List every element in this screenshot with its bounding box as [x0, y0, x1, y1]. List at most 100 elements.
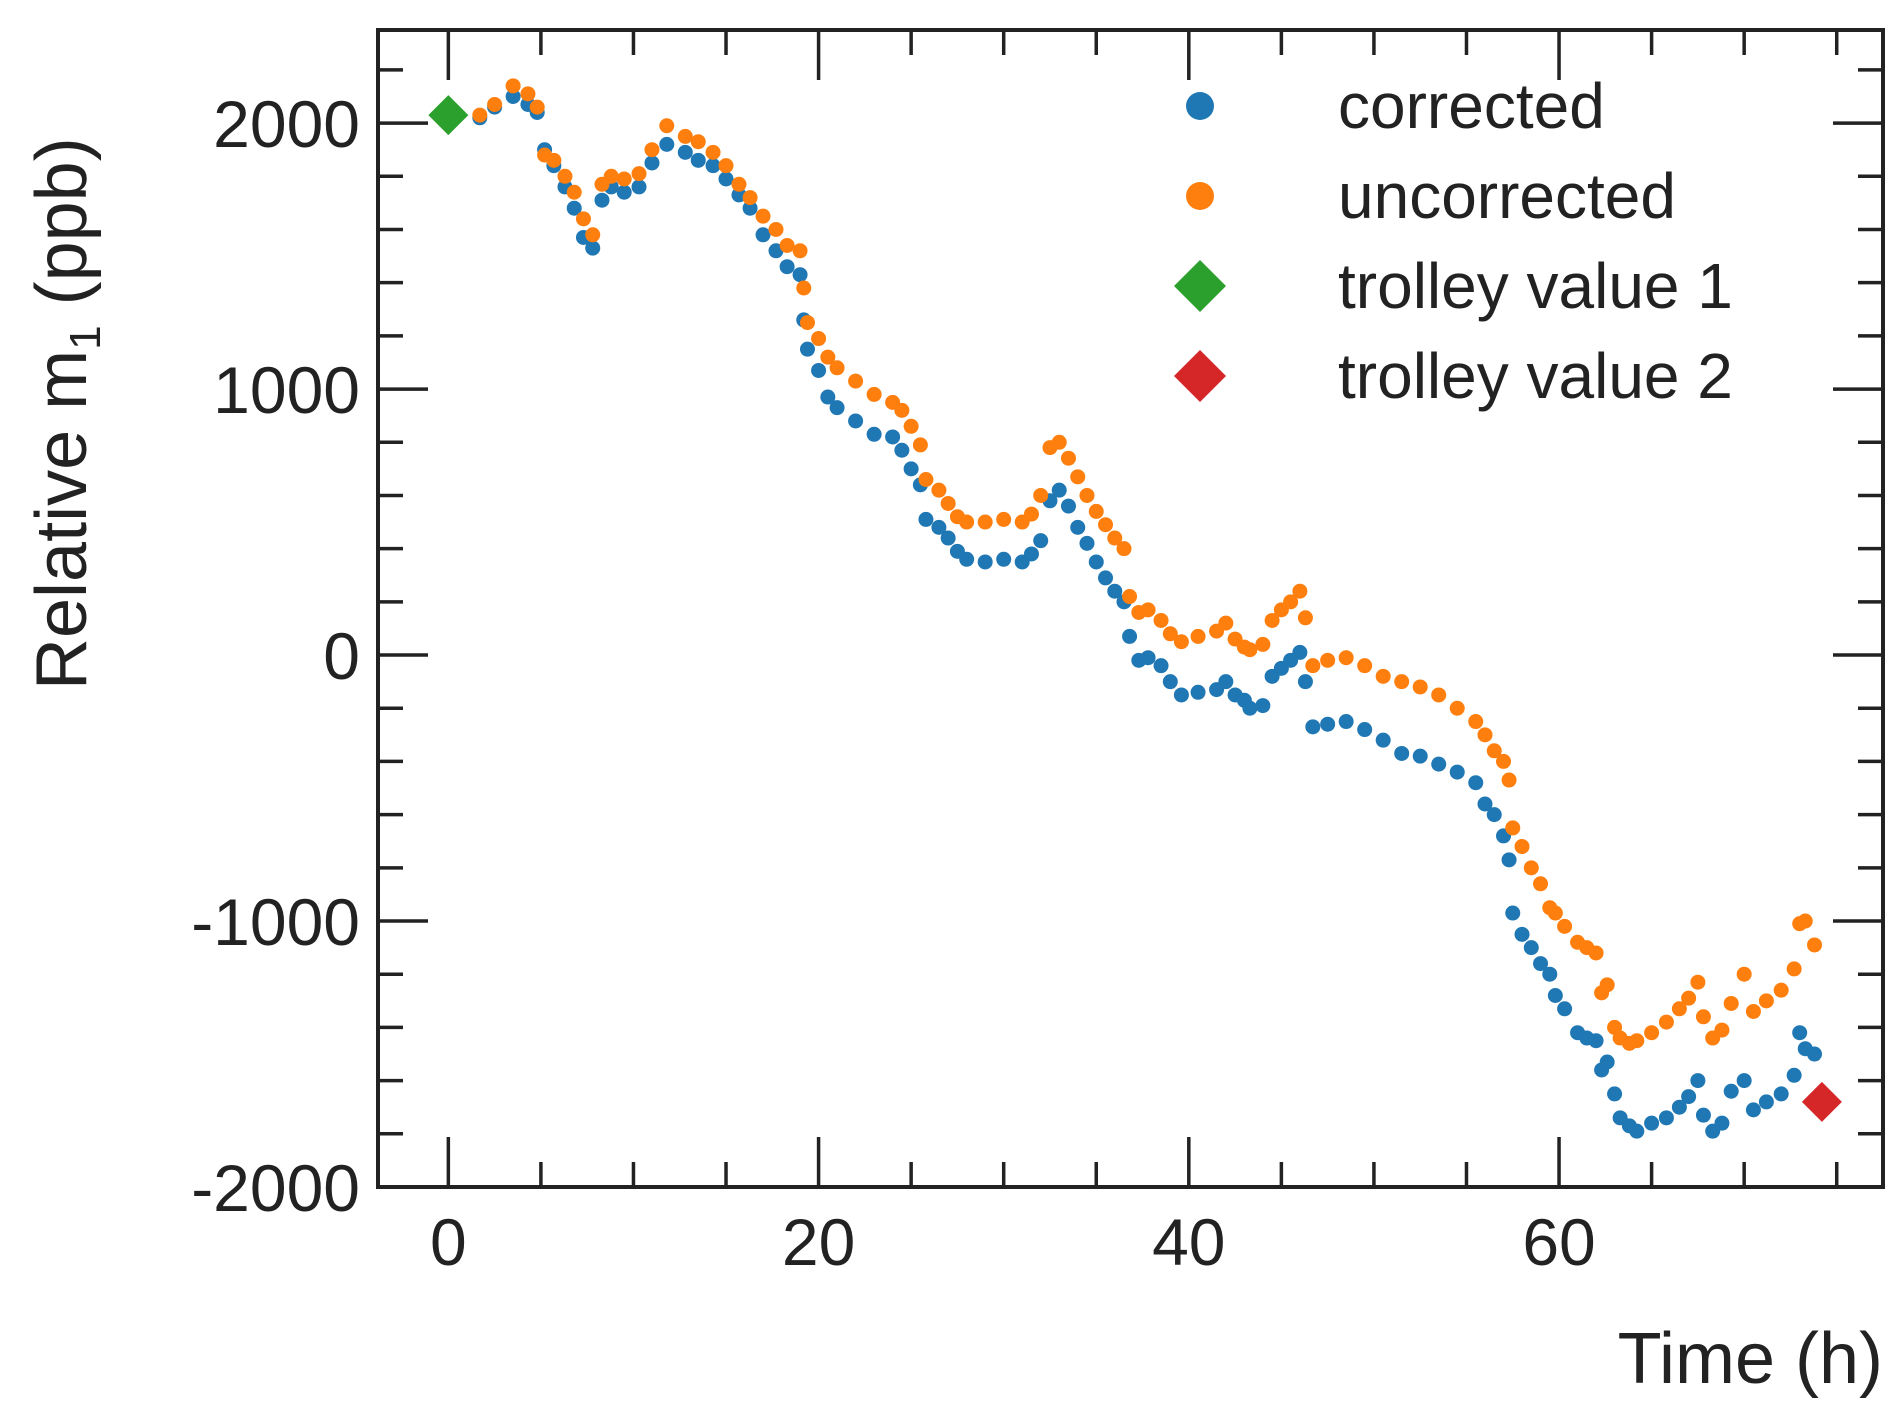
- data-point: [768, 221, 784, 237]
- data-point: [1786, 1067, 1802, 1083]
- data-point: [1505, 905, 1521, 921]
- data-point: [1051, 434, 1067, 450]
- data-point: [1681, 1089, 1697, 1105]
- data-point: [1320, 716, 1336, 732]
- legend-label: trolley value 1: [1338, 250, 1733, 322]
- data-point: [1173, 687, 1189, 703]
- data-point: [1431, 756, 1447, 772]
- data-point: [616, 171, 632, 187]
- data-point: [1140, 650, 1156, 666]
- data-point: [1122, 628, 1138, 644]
- data-point: [792, 267, 808, 283]
- data-point: [644, 155, 660, 171]
- legend: corrected uncorrected trolley value 1 troll…: [1174, 70, 1733, 412]
- data-point: [1599, 977, 1615, 993]
- y-tick-label: 1000: [213, 353, 360, 427]
- data-point: [690, 152, 706, 168]
- data-point: [1629, 1123, 1645, 1139]
- legend-marker: [1186, 182, 1214, 210]
- data-point: [1255, 636, 1271, 652]
- data-point: [866, 426, 882, 442]
- data-point: [918, 511, 934, 527]
- data-point: [677, 128, 693, 144]
- data-point: [1292, 583, 1308, 599]
- plot-frame: [376, 28, 1885, 1189]
- data-point: [1033, 487, 1049, 503]
- data-point: [796, 280, 812, 296]
- data-point: [1501, 852, 1517, 868]
- data-point: [1394, 745, 1410, 761]
- data-point: [1486, 807, 1502, 823]
- data-point: [811, 331, 827, 347]
- data-point: [866, 386, 882, 402]
- data-point: [1758, 1094, 1774, 1110]
- data-point: [1486, 743, 1502, 759]
- data-point: [1468, 775, 1484, 791]
- data-point: [1375, 668, 1391, 684]
- data-point: [768, 243, 784, 259]
- data-point: [1773, 982, 1789, 998]
- data-point: [1807, 937, 1823, 953]
- data-point: [1658, 1110, 1674, 1126]
- data-point-diamond: [428, 95, 469, 136]
- data-point: [603, 168, 619, 184]
- data-point: [585, 227, 601, 243]
- data-point: [903, 418, 919, 434]
- data-point: [799, 315, 815, 331]
- series-trolley-value-2: [1801, 1081, 1842, 1122]
- y-axis-label-main: Relative m: [22, 350, 102, 690]
- x-tick-label: 40: [1152, 1205, 1225, 1279]
- data-point: [755, 227, 771, 243]
- data-point: [1242, 642, 1258, 658]
- data-point: [505, 88, 521, 104]
- data-point: [1412, 748, 1428, 764]
- data-point: [585, 240, 601, 256]
- data-point: [1714, 1022, 1730, 1038]
- data-point: [940, 530, 956, 546]
- x-axis-label: Time (h): [1618, 1319, 1883, 1399]
- legend-marker-diamond: [1174, 260, 1226, 312]
- data-point: [1501, 772, 1517, 788]
- data-point: [1644, 1025, 1660, 1041]
- data-point: [1496, 753, 1512, 769]
- data-point: [894, 442, 910, 458]
- data-point: [718, 158, 734, 174]
- data-point: [631, 179, 647, 195]
- data-point: [977, 514, 993, 530]
- data-point: [1297, 674, 1313, 690]
- legend-marker: [1186, 92, 1214, 120]
- tick-layer: 0 20 40 60 -2000 -1000 0 1000 2000: [191, 30, 1883, 1279]
- data-point: [1758, 993, 1774, 1009]
- data-point: [829, 400, 845, 416]
- data-point: [959, 514, 975, 530]
- legend-label: uncorrected: [1338, 160, 1676, 232]
- data-point: [959, 551, 975, 567]
- legend-label: corrected: [1338, 70, 1605, 142]
- data-point: [1629, 1033, 1645, 1049]
- data-point: [1060, 450, 1076, 466]
- data-point: [996, 511, 1012, 527]
- data-point: [848, 413, 864, 429]
- data-point: [1468, 714, 1484, 730]
- data-point: [1190, 684, 1206, 700]
- data-point: [1338, 650, 1354, 666]
- legend-marker-diamond: [1174, 350, 1226, 402]
- data-point: [996, 551, 1012, 567]
- data-point-diamond: [1801, 1081, 1842, 1122]
- data-point: [1477, 727, 1493, 743]
- data-point: [659, 136, 675, 152]
- data-point: [731, 176, 747, 192]
- data-point: [1098, 517, 1114, 533]
- data-point: [659, 118, 675, 134]
- data-point: [1023, 506, 1039, 522]
- data-point: [1162, 626, 1178, 642]
- data-point: [1375, 732, 1391, 748]
- data-point: [1505, 820, 1521, 836]
- data-point: [1107, 583, 1123, 599]
- data-point: [1690, 974, 1706, 990]
- x-tick-label: 20: [782, 1205, 855, 1279]
- data-point: [1644, 1115, 1660, 1131]
- data-point: [848, 373, 864, 389]
